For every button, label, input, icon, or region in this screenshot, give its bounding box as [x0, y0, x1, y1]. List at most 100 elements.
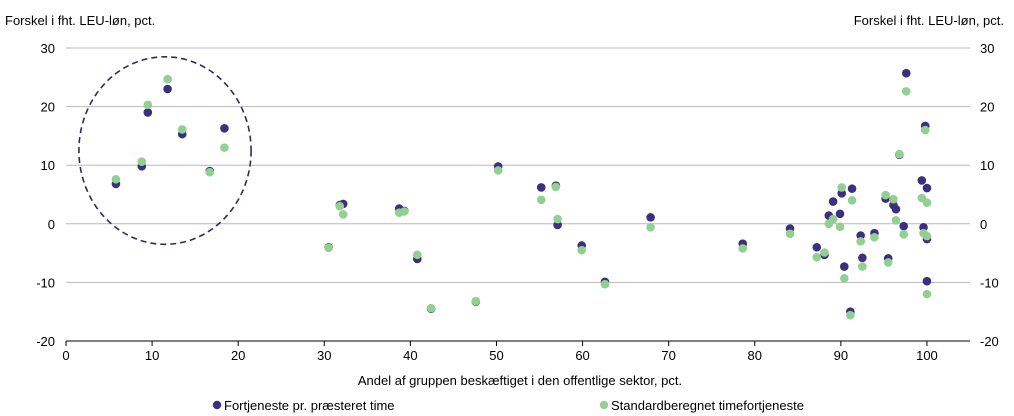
y-tick-label-left: 0 — [48, 217, 55, 232]
point-standardberegnet — [205, 167, 215, 177]
point-fortjeneste — [835, 209, 845, 219]
point-fortjeneste — [646, 213, 655, 222]
legend-marker-standard — [599, 400, 609, 410]
x-tick-label: 70 — [661, 348, 675, 363]
point-fortjeneste — [858, 253, 867, 263]
point-standardberegnet — [335, 201, 345, 211]
point-standardberegnet — [412, 250, 422, 260]
x-tick-label: 20 — [231, 348, 245, 363]
highlight-circle — [78, 55, 252, 246]
point-standardberegnet — [891, 215, 901, 225]
x-tick-label: 0 — [62, 348, 69, 363]
point-standardberegnet — [338, 210, 348, 219]
point-fortjeneste — [901, 68, 911, 78]
point-standardberegnet — [835, 222, 845, 232]
y-axis-label-right: Forskel i fht. LEU-løn, pct. — [854, 13, 1004, 28]
x-tick-label: 30 — [317, 348, 331, 363]
y-tick-label-left: -10 — [36, 275, 55, 290]
y-tick-label-left: -20 — [36, 334, 55, 349]
point-standardberegnet — [646, 223, 655, 232]
x-tick-label: 80 — [748, 348, 762, 363]
point-standardberegnet — [837, 183, 847, 192]
point-standardberegnet — [920, 125, 930, 135]
x-ticks: 0 10 20 30 40 50 60 70 80 90 100 — [62, 341, 938, 363]
y-tick-label-right: 10 — [980, 158, 994, 173]
point-standardberegnet — [812, 252, 822, 262]
point-standardberegnet — [889, 194, 898, 204]
point-standardberegnet — [858, 262, 867, 271]
point-fortjeneste — [891, 204, 901, 214]
y-tick-label-left: 30 — [41, 41, 55, 56]
point-fortjeneste — [840, 262, 849, 271]
point-standardberegnet — [551, 182, 561, 192]
point-standardberegnet — [600, 279, 610, 289]
point-standardberegnet — [847, 196, 857, 205]
point-standardberegnet — [553, 214, 562, 224]
y-tick-label-right: -10 — [980, 275, 999, 290]
point-standardberegnet — [220, 143, 229, 152]
x-tick-label: 100 — [916, 348, 938, 363]
x-tick-label: 90 — [834, 348, 848, 363]
y-tick-label-left: 20 — [41, 100, 55, 115]
point-standardberegnet — [820, 248, 829, 257]
point-fortjeneste — [536, 183, 546, 192]
data-points — [111, 68, 932, 320]
point-fortjeneste — [899, 221, 909, 231]
point-standardberegnet — [899, 230, 909, 239]
point-standardberegnet — [143, 100, 153, 110]
point-standardberegnet — [471, 296, 481, 306]
point-standardberegnet — [493, 166, 503, 175]
legend-label-standard: Standardberegnet timefortjeneste — [611, 398, 804, 413]
point-standardberegnet — [177, 125, 187, 134]
point-standardberegnet — [922, 231, 932, 241]
x-tick-label: 60 — [575, 348, 589, 363]
y-tick-label-right: 20 — [980, 100, 994, 115]
point-standardberegnet — [846, 310, 855, 320]
x-axis-label: Andel af gruppen beskæftiget i den offen… — [358, 373, 682, 388]
point-fortjeneste — [922, 276, 932, 286]
legend-marker-fortjeneste — [212, 400, 222, 410]
point-standardberegnet — [895, 149, 904, 159]
point-standardberegnet — [901, 87, 911, 96]
point-standardberegnet — [856, 237, 865, 246]
point-fortjeneste — [922, 183, 932, 193]
x-tick-label: 10 — [145, 348, 159, 363]
legend-label-fortjeneste: Fortjeneste pr. præsteret time — [224, 398, 395, 413]
x-tick-label: 40 — [403, 348, 417, 363]
point-standardberegnet — [840, 273, 849, 283]
point-fortjeneste — [812, 242, 822, 252]
point-fortjeneste — [847, 184, 857, 193]
point-standardberegnet — [828, 214, 838, 224]
point-standardberegnet — [536, 195, 546, 205]
x-tick-label: 50 — [489, 348, 503, 363]
y-axis-label-left: Forskel i fht. LEU-løn, pct. — [5, 13, 155, 28]
point-standardberegnet — [426, 303, 436, 313]
point-standardberegnet — [137, 157, 147, 166]
point-standardberegnet — [870, 232, 879, 242]
point-standardberegnet — [400, 207, 409, 216]
point-fortjeneste — [220, 123, 229, 133]
point-standardberegnet — [738, 244, 748, 253]
point-fortjeneste — [828, 197, 838, 206]
point-fortjeneste — [143, 108, 153, 117]
y-ticks-right: 30 20 10 0 -10 -20 — [980, 41, 999, 349]
y-tick-label-right: 30 — [980, 41, 994, 56]
point-standardberegnet — [577, 245, 587, 255]
y-tick-label-right: -20 — [980, 334, 999, 349]
point-standardberegnet — [883, 258, 893, 267]
y-ticks-left: 30 20 10 0 -10 -20 — [36, 41, 55, 349]
point-fortjeneste — [917, 176, 927, 185]
point-standardberegnet — [163, 74, 172, 84]
y-tick-label-left: 10 — [41, 158, 55, 173]
point-standardberegnet — [922, 289, 932, 299]
y-tick-label-right: 0 — [980, 217, 987, 232]
legend: Fortjeneste pr. præsteret time Standardb… — [212, 398, 804, 413]
point-standardberegnet — [111, 174, 121, 184]
point-standardberegnet — [922, 198, 932, 208]
point-fortjeneste — [163, 84, 172, 94]
point-standardberegnet — [785, 229, 795, 239]
point-standardberegnet — [881, 190, 890, 200]
gridlines — [66, 47, 970, 283]
point-standardberegnet — [324, 243, 333, 253]
